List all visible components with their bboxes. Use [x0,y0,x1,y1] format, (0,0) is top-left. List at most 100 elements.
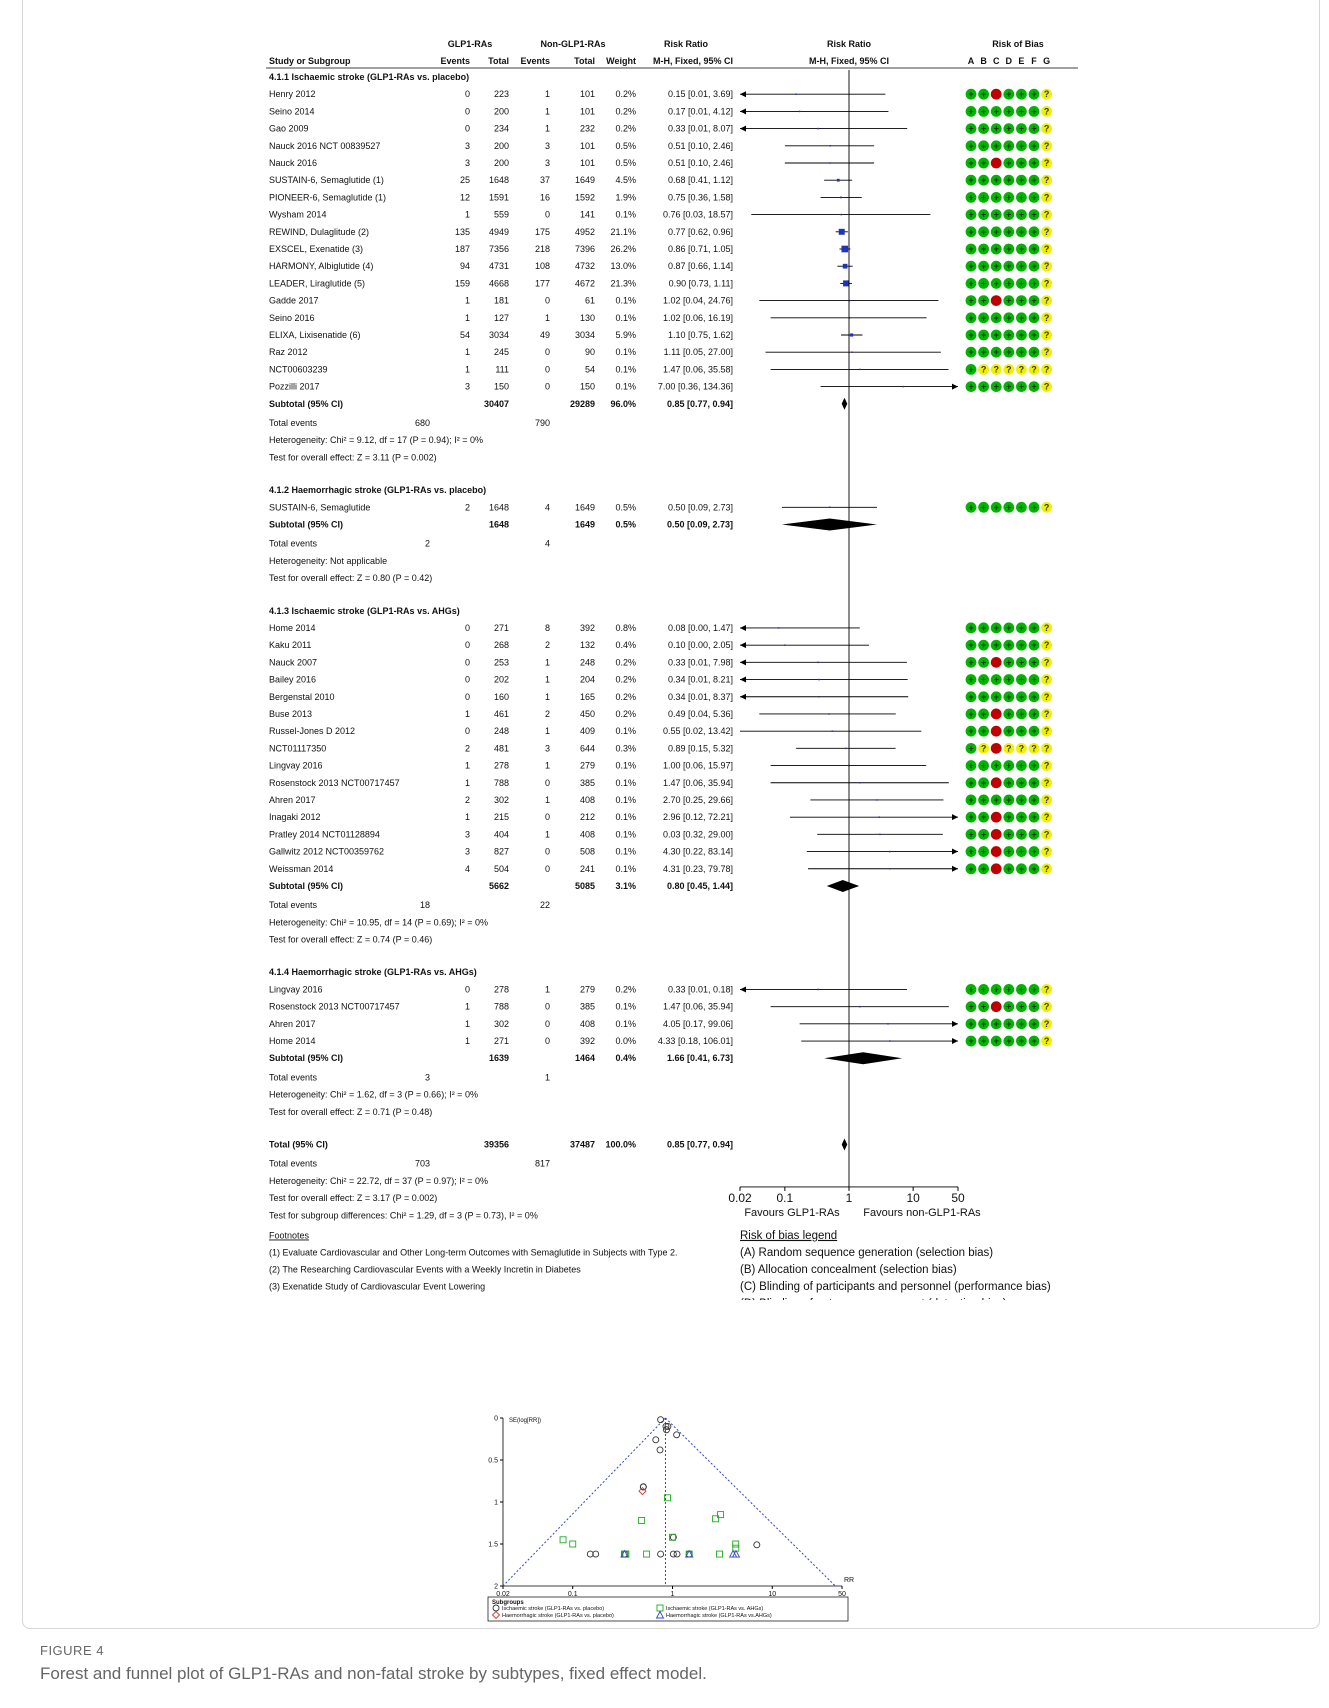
study-name: Pozzilli 2017 [269,382,320,392]
weight: 0.2% [615,89,636,99]
rob-symbol: ? [1044,278,1050,288]
rob-dot [1041,725,1052,737]
rob-dot [978,794,989,806]
rob-symbol: + [994,761,999,771]
rob-dot [978,278,989,289]
point-estimate [858,368,861,371]
total-non-glp1: 279 [580,984,595,994]
rob-dot [1028,656,1040,668]
rob-dot [1003,260,1015,272]
events-glp1: 3 [465,829,470,839]
rob-dot [978,1035,989,1047]
rob-symbol: + [1031,106,1036,116]
rob-symbol: + [1031,158,1036,168]
events-glp1: 1 [465,347,470,357]
rob-legend-item: (C) Blinding of participants and personn… [740,1281,1051,1293]
total-glp1: 245 [494,347,509,357]
rob-dot [990,140,1002,152]
total-non-glp1: 101 [580,89,595,99]
rob-dot [1028,984,1040,995]
rob-symbol: ? [1044,192,1050,202]
rob-symbol: + [968,382,973,392]
rob-dot [1003,1035,1015,1047]
rob-dot [1041,381,1052,392]
rob-dot [1028,123,1040,134]
events-glp1: 159 [455,278,470,288]
rob-dot [990,346,1002,358]
rob-dot [978,329,989,341]
rob-dot [1041,329,1052,341]
overall-effect-test: Test for overall effect: Z = 0.71 (P = 0… [269,1107,432,1117]
events-glp1: 25 [460,175,470,185]
events-non-glp1: 0 [545,210,550,220]
rob-symbol: + [994,124,999,134]
subtotal-total-non-glp1: 1464 [575,1053,595,1063]
rob-symbol: + [1006,795,1011,805]
total-non-glp1: 508 [580,847,595,857]
heterogeneity: Heterogeneity: Chi² = 10.95, df = 14 (P … [269,917,488,927]
total-glp1: 202 [494,675,509,685]
rob-symbol: + [1006,278,1011,288]
rob-symbol: + [1006,141,1011,151]
total-glp1: 150 [494,382,509,392]
rob-dot [1041,364,1052,375]
rob-dot [990,295,1002,306]
rob-symbol: + [968,675,973,685]
rob-symbol: + [1031,1036,1036,1046]
rob-symbol: + [1031,640,1036,650]
rob-symbol: + [968,313,973,323]
events-glp1: 135 [455,227,470,237]
rob-symbol: + [981,141,986,151]
point-estimate [817,661,819,664]
rob-dot [1003,656,1015,668]
rob-symbol: + [1031,330,1036,340]
overall-effect-test: Test for overall effect: Z = 0.80 (P = 0… [269,573,432,583]
rob-symbol: ? [1044,296,1050,306]
risk-ratio-ci: 0.34 [0.01, 8.37] [668,692,733,702]
rob-dot [1003,984,1015,995]
rob-dot [965,123,977,134]
rob-dot [1041,278,1052,289]
rob-dot [978,123,989,134]
weight: 0.1% [615,864,636,874]
rob-dot [1041,88,1052,100]
overall-effect-test: Test for overall effect: Z = 0.74 (P = 0… [269,935,432,945]
rob-symbol: ? [1006,743,1012,753]
rob-symbol: + [994,330,999,340]
rob-symbol: + [994,502,999,512]
risk-ratio-ci: 0.76 [0.03, 18.57] [663,210,733,220]
total-non-glp1: 132 [580,640,595,650]
events-glp1: 2 [465,743,470,753]
rob-symbol: + [968,347,973,357]
header-events2: Events [520,56,550,66]
rob-dot [1003,88,1015,100]
events-glp1: 0 [465,623,470,633]
weight: 0.8% [615,623,636,633]
subtotal-weight: 0.4% [615,1053,636,1063]
rob-dot [978,984,989,995]
rob-symbol: + [981,761,986,771]
total-non-glp1: 232 [580,124,595,134]
point-estimate [878,816,880,818]
weight: 0.0% [615,1036,636,1046]
figure-label: FIGURE 4 [40,1643,104,1658]
rob-symbol: + [981,227,986,237]
rob-dot [990,123,1002,134]
figure-caption: Forest and funnel plot of GLP1-RAs and n… [40,1664,707,1683]
rob-dot [1041,760,1052,771]
rob-dot [1028,674,1040,685]
rob-dot [978,725,989,737]
study-name: Lingvay 2016 [269,761,323,771]
rob-symbol: + [994,261,999,271]
total-ci: 0.85 [0.77, 0.94] [667,1140,733,1150]
rob-dot [990,777,1002,789]
favours-left-label: Favours GLP1-RAs [744,1207,840,1219]
rob-symbol: + [1019,864,1024,874]
rob-symbol: + [1019,124,1024,134]
rob-dot [1016,278,1027,289]
rob-dot [990,260,1002,272]
rob-symbol: + [981,726,986,736]
study-name: Henry 2012 [269,89,316,99]
rob-dot [965,243,977,255]
rob-dot [1016,708,1027,720]
